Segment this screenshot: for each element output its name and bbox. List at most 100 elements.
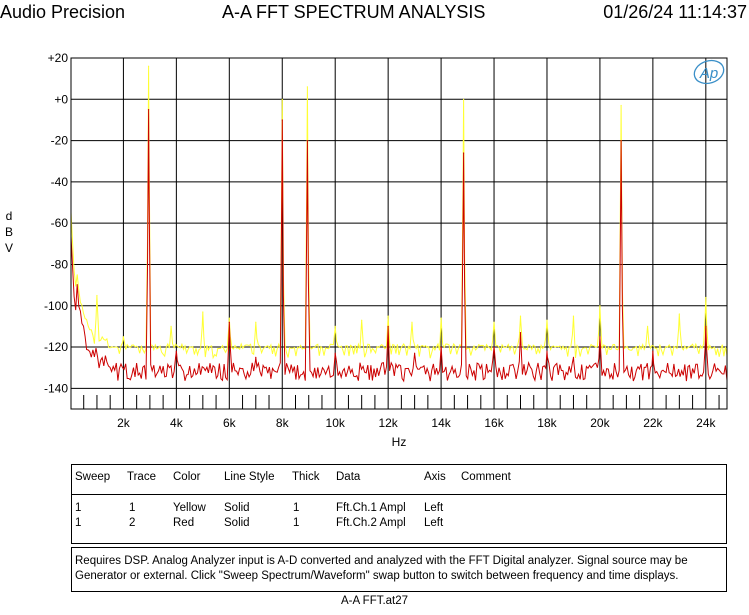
series-layer [70,65,728,383]
x-tick-label: 6k [223,416,237,430]
y-tick-label: -100 [44,299,68,313]
peak-point-yellow [411,321,413,323]
legend-data: Fft.Ch.1 Ampl [336,502,406,514]
y-tick-label: -60 [51,216,69,230]
peak-point-yellow [705,296,707,299]
peak-point-yellow [147,65,150,67]
peak-point-red [306,139,309,142]
y-tick-label: -20 [51,134,69,148]
peak-point-yellow [281,98,283,100]
legend-thick: 1 [293,502,300,514]
peak-point-red [705,325,707,328]
x-tick-labels: 2k 4k 6k 8k 10k 12k 14k 16k 18k 20k 22k 24k [117,416,716,430]
x-tick-label: 10k [326,416,346,430]
legend-header-comment: Comment [461,471,511,483]
ap-logo-text: Ap [699,65,718,82]
x-tick-label: 24k [696,416,716,430]
grid-lines [71,57,727,409]
peak-point-yellow [462,98,465,100]
peak-point-yellow [440,317,442,319]
peak-point-red [175,350,177,352]
legend-header-sweep: Sweep [75,471,111,483]
peak-point-yellow [361,319,363,321]
plot-frame [70,57,728,410]
y-tick-labels: +20 +0 -20 -40 -60 -80 -100 -120 -140 [44,51,68,395]
notes-line-2: Generator or external. Click "Sweep Spec… [75,570,679,582]
y-tick-label: -80 [51,257,69,271]
peak-point-yellow [228,317,230,319]
legend-color: Yellow [173,502,206,514]
x-tick-label: 18k [537,416,557,430]
peak-point-yellow [334,325,336,328]
peak-point-yellow [306,86,309,88]
timestamp: 01/26/24 11:14:37 [603,2,747,22]
legend-trace: 1 [129,502,136,514]
peak-point-yellow [646,325,649,328]
notes-line-1: Requires DSP. Analog Analyzer input is A… [75,555,688,567]
peak-point-red [652,350,654,352]
y-axis-label-letter: V [5,241,13,255]
x-tick-label: 22k [643,416,663,430]
x-axis-label: Hz [392,435,407,449]
peak-point-red [462,152,465,154]
x-tick-label: 4k [170,416,184,430]
peak-point-red [493,346,495,348]
legend-axis: Left [424,517,444,529]
y-tick-label: -40 [51,175,69,189]
x-minor-ticks [83,395,720,409]
peak-point-yellow [572,315,575,317]
legend-divider [72,494,726,495]
peak-point-yellow [519,315,522,317]
y-tick-label: -140 [44,381,68,395]
legend-header-data: Data [336,471,361,483]
peak-point-red [334,352,336,354]
peak-point-yellow [493,321,495,323]
chart-title: A-A FFT SPECTRUM ANALYSIS [222,2,486,22]
x-tick-label: 12k [378,416,398,430]
peak-point-yellow [255,321,257,323]
y-axis-label-letter: d [6,209,13,223]
peak-point-red [546,350,548,352]
peak-point-yellow [387,315,389,317]
series-line-yellow [70,66,728,360]
x-tick-label: 16k [484,416,504,430]
peak-point-red [620,139,622,142]
peak-point-yellow [599,305,601,307]
x-tick-label: 2k [117,416,131,430]
legend-line-style: Solid [224,502,250,514]
y-tick-label: +20 [48,51,69,65]
ap-logo: Ap [693,59,725,85]
x-tick-label: 20k [590,416,610,430]
peak-point-red [519,332,522,334]
peak-point-yellow [96,294,98,297]
ap-logo-ring [693,59,725,85]
legend-header-axis: Axis [424,471,446,483]
x-tick-label: 8k [276,416,290,430]
peak-point-yellow [122,336,125,338]
legend-color: Red [173,517,195,529]
legend-header-color: Color [173,471,201,483]
legend-thick: 1 [293,517,300,529]
legend-sweep: 1 [75,502,82,514]
file-name-footer: A-A FFT.at27 [340,595,409,607]
series-line-red [70,109,728,383]
peak-point-red [440,346,442,348]
x-tick-label: 14k [431,416,451,430]
y-tick-label: -120 [44,340,68,354]
peak-point-red [255,356,257,358]
legend-header-line-style: Line Style [224,471,275,483]
fft-spectrum-chart: +20 +0 -20 -40 -60 -80 -100 -120 -140 2k 4k 6k 8k 10… [5,51,728,449]
peak-point-red [572,356,575,358]
peak-point-yellow [170,325,172,328]
legend-header-trace: Trace [127,471,156,483]
y-axis-label-letter: B [5,225,13,239]
peak-point-yellow [620,104,622,107]
peak-point-red [599,336,601,338]
peak-point-red [228,321,230,323]
legend-axis: Left [424,502,444,514]
peak-point-red [281,119,283,121]
legend-header-thick: Thick [292,471,320,483]
legend-data: Fft.Ch.2 Ampl [336,517,406,529]
peak-point-red [147,109,150,111]
legend-sweep: 1 [75,517,82,529]
